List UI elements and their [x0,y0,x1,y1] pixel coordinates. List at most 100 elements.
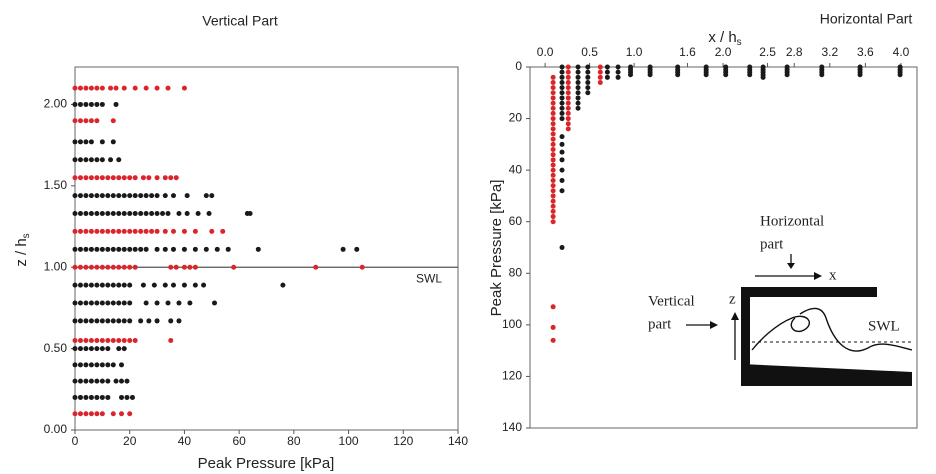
point [121,318,127,324]
point [181,85,187,91]
point [110,228,116,234]
point [565,64,571,70]
point [184,211,190,217]
point [88,157,94,163]
point [83,337,89,343]
point [151,282,157,288]
point [94,101,100,107]
point [94,157,100,163]
point [146,318,152,324]
point [110,318,116,324]
x-axis-label: Peak Pressure [kPa] [198,455,335,472]
chart-title: Horizontal Part [820,11,913,27]
point [565,69,571,75]
point [550,105,556,111]
point [99,175,105,181]
point [550,141,556,147]
point [132,246,138,252]
point [119,394,125,400]
point [88,211,94,217]
x-tick-label: 1.0 [626,45,643,59]
point [209,193,215,199]
point [187,300,193,306]
point [88,118,94,124]
point [575,69,581,75]
y-tick-label: 140 [502,420,522,434]
point [550,304,556,310]
point [77,193,83,199]
point [99,157,105,163]
point [83,228,89,234]
arrow-head [710,321,718,329]
point [94,394,100,400]
point [192,282,198,288]
point [121,175,127,181]
point [138,193,144,199]
point [154,193,160,199]
point [585,69,591,75]
point [105,211,111,217]
point [77,211,83,217]
y-tick-label: 1.00 [44,259,68,273]
point [72,411,78,417]
point [559,157,565,163]
point [550,79,556,85]
point [615,74,621,80]
point [99,337,105,343]
point [94,118,100,124]
point [359,264,365,270]
point [203,193,209,199]
point [72,101,78,107]
point [88,282,94,288]
point [181,264,187,270]
point [168,337,174,343]
point [124,378,130,384]
point [192,228,198,234]
x-axis-label-sub: s [737,37,742,48]
point [559,74,565,80]
point [83,362,89,368]
point [110,300,116,306]
point [127,193,133,199]
point [154,246,160,252]
point [94,362,100,368]
point [550,126,556,132]
point [165,211,171,217]
point [703,72,709,78]
point [105,282,111,288]
point [132,211,138,217]
point [143,300,149,306]
point [220,228,226,234]
arrow-head [814,272,822,280]
point [550,85,556,91]
point [99,282,105,288]
point [819,72,825,78]
point [162,193,168,199]
point [116,193,122,199]
point [83,378,89,384]
point [99,246,105,252]
point [154,175,160,181]
point [83,139,89,145]
y-tick-label: 100 [502,317,522,331]
point [94,193,100,199]
point [88,346,94,352]
point [116,337,122,343]
point [550,100,556,106]
point [124,394,130,400]
point [121,193,127,199]
point [550,74,556,80]
deck [741,287,877,297]
annotation: z [729,291,736,307]
point [143,193,149,199]
point [105,378,111,384]
point [550,110,556,116]
point [88,139,94,145]
point [162,228,168,234]
point [138,228,144,234]
point [154,211,160,217]
point [105,346,111,352]
point [108,157,114,163]
seabed [741,364,912,386]
